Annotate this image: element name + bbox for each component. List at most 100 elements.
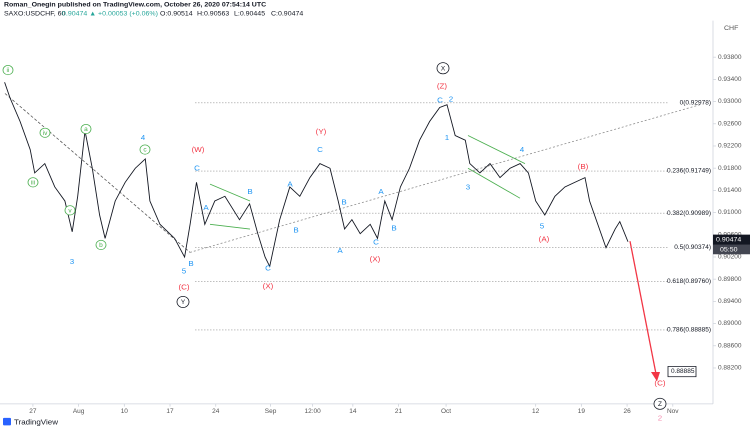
last-time: 05:50	[720, 246, 738, 253]
projection-arrow	[629, 241, 657, 375]
y-tick-label: 0.93000	[718, 98, 742, 105]
currency: CHF	[724, 25, 738, 32]
y-tick-label: 0.90200	[718, 254, 742, 261]
wave-label: 5	[540, 222, 544, 231]
fib-label: 0.618(0.89760)	[667, 278, 711, 285]
wave-label: (C)	[654, 379, 666, 388]
wave-label: Z	[658, 401, 662, 408]
fib-label: 0.236(0.91749)	[667, 168, 711, 175]
trend-lines	[4, 93, 701, 382]
y-tick-label: 0.92600	[718, 121, 742, 128]
wave-label: B	[188, 259, 193, 268]
x-tick-label: 21	[395, 408, 403, 415]
wave-label: (W)	[192, 145, 205, 154]
wave-circle	[64, 205, 76, 216]
publisher: Roman_Onegin published on TradingView.co…	[4, 2, 266, 9]
ohlc-high: H:0.90563	[197, 11, 230, 18]
wave-label: B	[293, 226, 298, 235]
arrow-head	[651, 372, 660, 382]
wave-label: Y	[181, 299, 186, 306]
wave-label: 5	[182, 267, 186, 276]
trend-line	[4, 93, 191, 253]
y-tick-label: 0.89400	[718, 298, 742, 305]
fib-label: 0.786(0.88885)	[667, 327, 711, 334]
y-tick-label: 0.91400	[718, 187, 742, 194]
wave-label: B	[341, 198, 346, 207]
wave-label: C	[437, 96, 443, 105]
wave-label: 1	[445, 133, 449, 142]
x-tick-label: Aug	[73, 408, 85, 415]
wave-label: (A)	[539, 235, 550, 244]
plot: 0.93800 0.93400 0.93000 0.92600 0.92200 0.918…	[2, 54, 742, 422]
wave-label: C	[265, 264, 271, 273]
x-tick-label: 19	[578, 408, 586, 415]
channel-line	[209, 223, 251, 230]
trend-line	[189, 104, 701, 253]
channel-line	[467, 135, 526, 164]
last-time-box	[713, 244, 750, 255]
x-tick-label: Nov	[667, 408, 679, 415]
last-price-box	[713, 234, 750, 245]
ohlc-close: C:0.90474	[271, 11, 304, 18]
wave-circle	[653, 397, 667, 410]
wave-label: A	[378, 187, 384, 196]
footer: TradingView	[14, 418, 58, 427]
wave-label: 4	[520, 145, 525, 154]
y-tick-label: 0.88600	[718, 343, 742, 350]
x-tick-label: 26	[623, 408, 631, 415]
wave-label: A	[203, 203, 209, 212]
wave-label: c	[143, 147, 146, 154]
y-tick-label: 0.93400	[718, 76, 742, 83]
channel-line	[467, 167, 521, 199]
wave-label: iii	[31, 180, 35, 187]
wave-circle	[139, 144, 151, 155]
wave-label: (X)	[263, 282, 274, 291]
wave-label: B	[247, 187, 252, 196]
y-tick-label: 0.92200	[718, 143, 742, 150]
x-tick-label: 10	[121, 408, 129, 415]
logo	[3, 417, 11, 426]
target-price: 0.88885	[671, 368, 695, 375]
wave-circle	[95, 239, 107, 250]
wave-circle	[2, 65, 14, 76]
last-price: 0.90474	[716, 237, 742, 244]
wave-circle	[436, 62, 450, 75]
y-tick-label: 0.91000	[718, 209, 742, 216]
ohlc-low: L:0.90445	[234, 11, 265, 18]
quote: 0.90474 ▲ +0.00053 (+0.06%)	[62, 11, 158, 18]
ohlc-open: O:0.90514	[160, 11, 193, 18]
wave-circle	[27, 177, 39, 188]
x-tick-label: Oct	[441, 408, 451, 415]
wave-label: 4	[141, 133, 146, 142]
wave-label: a	[84, 126, 88, 133]
wave-label: (X)	[370, 255, 381, 264]
wave-label: A	[287, 180, 293, 189]
wave-circle	[80, 123, 92, 135]
x-tick-label: 17	[166, 408, 174, 415]
wave-label: A	[337, 246, 343, 255]
wave-label: X	[441, 65, 446, 72]
x-tick-label: 14	[349, 408, 357, 415]
x-tick-label: Sep	[265, 408, 277, 415]
fib-label: 0.382(0.90989)	[667, 210, 711, 217]
wave-label: C	[194, 164, 200, 173]
wave-label: (Y)	[316, 127, 327, 136]
wave-label: (C)	[178, 283, 190, 292]
wave-label: B	[391, 224, 396, 233]
y-tick-label: 0.89800	[718, 276, 742, 283]
wave-label: C	[317, 145, 323, 154]
wave-label: (B)	[578, 162, 589, 171]
wave-label: 3	[466, 183, 470, 192]
wave-label: C	[373, 238, 379, 247]
symbol: SAXO:USDCHF, 60	[4, 11, 66, 18]
wave-label: iv	[43, 130, 49, 137]
wave-circle	[176, 295, 190, 308]
x-tick-label: 12	[532, 408, 540, 415]
fib-label: 0.5(0.90374)	[674, 244, 711, 251]
wave-label: 2	[449, 95, 453, 104]
wave-label: b	[99, 242, 103, 249]
wave-circle	[39, 127, 51, 138]
